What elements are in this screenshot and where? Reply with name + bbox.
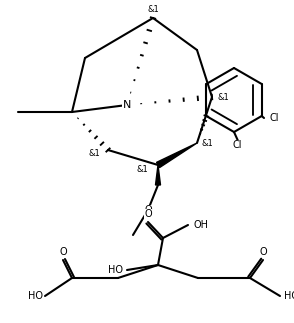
Text: O: O [59,247,67,257]
Text: O: O [144,205,152,215]
Text: O: O [144,209,152,219]
Polygon shape [156,143,197,168]
Text: &1: &1 [88,149,100,158]
Text: &1: &1 [217,92,229,101]
Text: N: N [123,100,131,110]
Text: O: O [259,247,267,257]
Polygon shape [156,165,161,185]
Text: &1: &1 [202,139,214,148]
Text: HO: HO [284,291,294,301]
Text: OH: OH [194,220,209,230]
Text: HO: HO [108,265,123,275]
Text: &1: &1 [136,165,148,174]
Text: Cl: Cl [270,113,280,123]
Text: Cl: Cl [232,140,242,150]
Text: &1: &1 [147,5,159,14]
Text: HO: HO [28,291,43,301]
